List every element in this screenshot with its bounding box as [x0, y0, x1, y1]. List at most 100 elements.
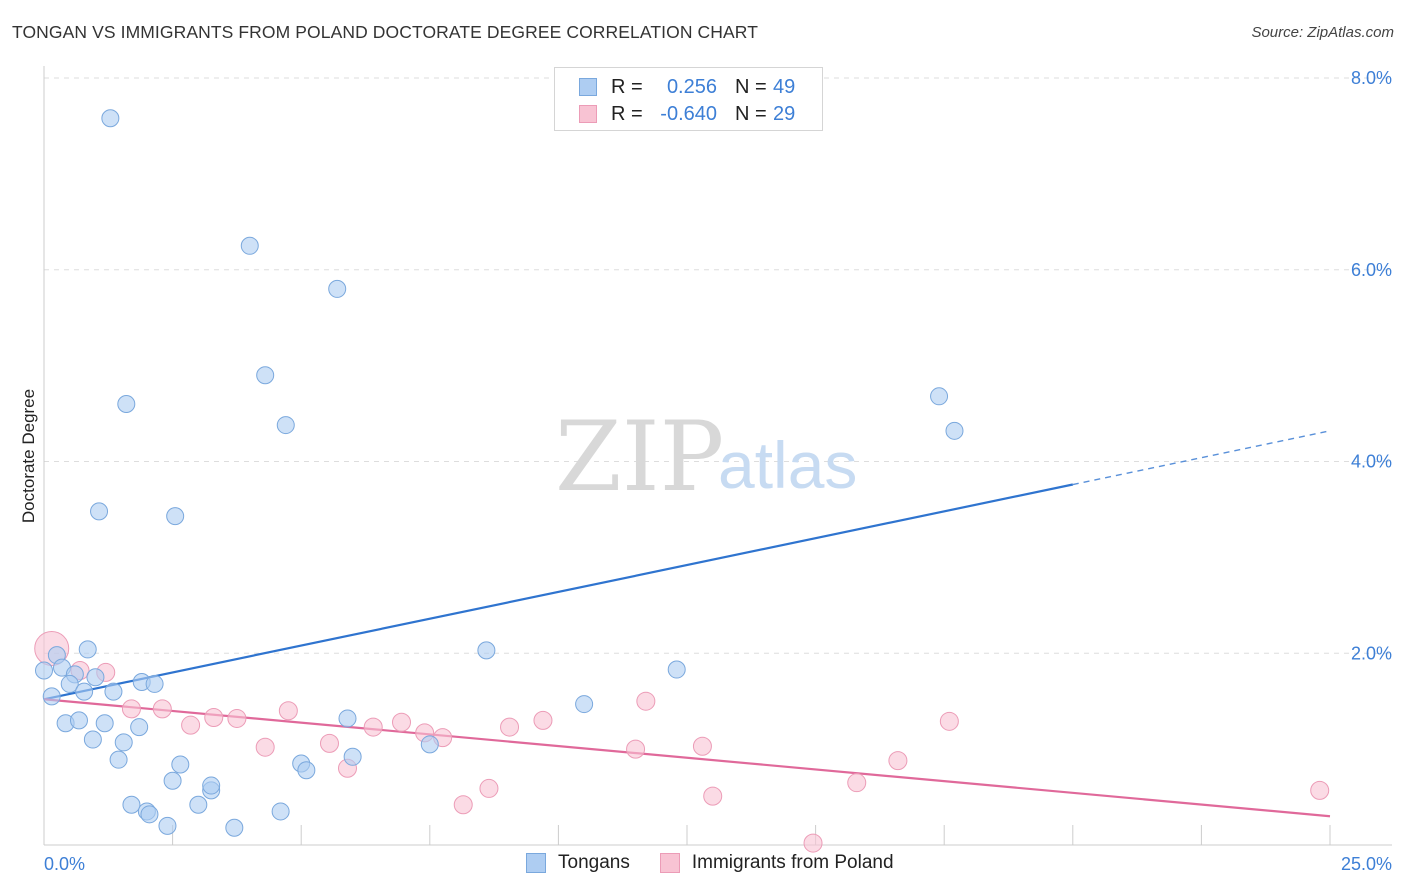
poland-point — [703, 786, 723, 806]
tongan-point — [338, 709, 357, 728]
poland-point — [121, 699, 141, 719]
poland-legend-label: Immigrants from Poland — [691, 852, 894, 873]
tongan-point — [271, 802, 290, 821]
y-tick-label: 2.0% — [1351, 643, 1392, 663]
poland-trend-line — [43, 698, 1331, 818]
tongan-point — [328, 279, 347, 298]
r-value: -0.640 — [660, 102, 717, 125]
tongan-point — [297, 761, 316, 780]
tongan-point — [35, 661, 53, 680]
poland-point — [319, 733, 339, 753]
r-label: R = — [611, 102, 643, 125]
grid-lines — [44, 77, 1392, 654]
tongan-point — [78, 640, 97, 659]
tongan-point — [477, 641, 496, 660]
tongan-point — [256, 366, 275, 385]
tongan-point — [114, 733, 133, 752]
n-label: N = — [735, 75, 767, 98]
poland-legend-swatch — [659, 853, 680, 873]
x-tick-label: 0.0% — [44, 854, 85, 874]
tongan-point — [130, 718, 149, 737]
poland-point — [479, 778, 499, 798]
r-value: 0.256 — [666, 75, 717, 98]
poland-point — [636, 691, 656, 711]
tongan-point — [343, 747, 362, 766]
poland-point — [888, 751, 908, 771]
y-axis-label: Doctorate Degree — [19, 389, 38, 523]
tongan-point — [104, 682, 123, 701]
tongan-point — [240, 236, 259, 255]
tongan-point — [158, 816, 177, 835]
poland-point — [803, 833, 823, 853]
poland-point — [1310, 780, 1330, 800]
poland-point — [363, 717, 383, 737]
tongan-point — [42, 687, 61, 706]
tongan-point — [163, 771, 182, 790]
tongan-point — [189, 795, 208, 814]
chart-title: TONGAN VS IMMIGRANTS FROM POLAND DOCTORA… — [12, 22, 758, 42]
tongan-point — [60, 674, 79, 693]
source-label: Source: ZipAtlas.com — [1251, 24, 1394, 41]
poland-point — [227, 708, 247, 728]
tongan-point — [171, 755, 190, 774]
legend-row-tongans: R = 0.256 N = 49 — [579, 74, 795, 100]
tongan-point — [930, 387, 949, 406]
tongan-point — [95, 714, 114, 733]
tongans-trend-line — [43, 483, 1074, 701]
poland-point — [278, 701, 298, 721]
tongan-point — [225, 818, 244, 837]
poland-point — [392, 712, 412, 732]
poland-point — [847, 773, 867, 793]
tongan-point — [420, 735, 439, 754]
x-tick-label: 25.0% — [1341, 854, 1392, 874]
tongan-point — [117, 394, 136, 413]
tongan-point — [75, 682, 94, 701]
tongan-point — [145, 674, 164, 693]
poland-point — [533, 710, 553, 730]
poland-swatch — [579, 105, 597, 123]
poland-point — [500, 717, 520, 737]
tongan-point — [90, 502, 109, 521]
r-label: R = — [611, 75, 643, 98]
tongan-point — [667, 660, 686, 679]
tongan-point — [202, 776, 221, 795]
y-tick-label: 8.0% — [1351, 68, 1392, 88]
tick-labels: 2.0% 4.0% 6.0% 8.0% 0.0% 25.0% — [44, 68, 1392, 874]
tongan-point — [945, 421, 964, 440]
series-legend: Tongans Immigrants from Poland — [526, 852, 924, 874]
poland-point — [692, 736, 712, 756]
poland-point — [626, 739, 646, 759]
tongans-swatch — [579, 78, 597, 96]
poland-point — [181, 715, 201, 735]
poland-points — [34, 630, 1330, 853]
poland-point — [152, 699, 172, 719]
tongan-point — [101, 109, 120, 128]
tongans-legend-swatch — [526, 853, 546, 873]
tongan-points — [35, 109, 964, 837]
legend-item-poland: Immigrants from Poland — [659, 852, 894, 874]
y-tick-label: 4.0% — [1351, 452, 1392, 472]
tongan-point — [69, 711, 88, 730]
tongans-trend-extension — [1072, 430, 1331, 486]
y-tick-label: 6.0% — [1351, 260, 1392, 280]
watermark-atlas: atlas — [718, 428, 857, 502]
tongan-point — [166, 507, 185, 526]
tongan-point — [276, 416, 295, 435]
poland-point — [453, 795, 473, 815]
poland-point — [939, 711, 959, 731]
n-label: N = — [735, 102, 767, 125]
n-value: 29 — [773, 102, 796, 125]
legend-item-tongans: Tongans — [526, 852, 630, 874]
tongans-legend-label: Tongans — [558, 852, 630, 873]
poland-point — [255, 737, 275, 757]
tongan-point — [109, 750, 128, 769]
tongan-point — [122, 795, 141, 814]
poland-point — [204, 707, 224, 727]
tongan-point — [575, 695, 594, 714]
tongan-point — [86, 668, 105, 687]
tongan-point — [83, 730, 102, 749]
legend-row-poland: R = -0.640 N = 29 — [579, 101, 795, 127]
watermark-zip: ZIP — [555, 401, 724, 513]
n-value: 49 — [773, 75, 796, 98]
